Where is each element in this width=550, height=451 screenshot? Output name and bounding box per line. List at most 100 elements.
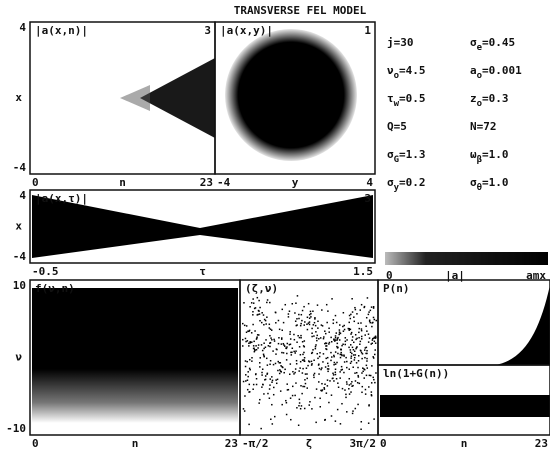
dot: [313, 335, 315, 337]
dot: [284, 345, 286, 347]
dot: [248, 383, 251, 386]
dot: [245, 325, 248, 327]
dot: [251, 357, 253, 359]
dot: [361, 353, 364, 355]
dot: [369, 321, 372, 324]
dot: [271, 376, 273, 378]
colorbar-min: 0: [386, 269, 393, 282]
dot: [263, 355, 265, 358]
dot: [264, 319, 267, 322]
parameter-sub: β: [477, 155, 482, 165]
parameter: Q=5: [387, 120, 407, 133]
dot: [266, 299, 269, 301]
dot: [373, 318, 376, 321]
dot: [263, 354, 265, 357]
dot: [347, 327, 350, 330]
dot: [369, 309, 372, 312]
dot: [334, 314, 337, 317]
dot: [334, 336, 337, 339]
panel-label: (ζ,ν): [245, 282, 278, 295]
dot: [357, 403, 359, 406]
parameter-value: =0.2: [399, 176, 426, 189]
dot: [278, 328, 281, 331]
dot: [375, 372, 377, 374]
dot: [264, 379, 266, 381]
parameter-symbol: σ: [470, 36, 477, 49]
dot: [244, 365, 247, 368]
dot: [285, 347, 288, 350]
dot: [334, 351, 337, 353]
dot: [285, 359, 288, 361]
dot: [321, 309, 323, 311]
dot: [324, 342, 326, 345]
dot: [375, 336, 377, 339]
dot: [365, 325, 367, 328]
dot: [253, 349, 256, 351]
dot: [358, 331, 360, 334]
dot: [354, 306, 356, 309]
dot: [252, 310, 254, 313]
y-top: 4: [19, 21, 26, 34]
y-top: 10: [13, 279, 26, 292]
dot: [322, 353, 325, 355]
dot: [363, 368, 366, 371]
dot: [306, 377, 308, 380]
dot: [252, 314, 254, 316]
dot: [353, 350, 356, 352]
dot: [300, 385, 302, 387]
dot: [354, 372, 356, 374]
dot: [302, 353, 304, 356]
x-right: 23: [225, 437, 238, 450]
dot: [252, 388, 254, 390]
dot: [360, 351, 363, 354]
dot: [372, 356, 374, 358]
panel-label: ln(1+G(n)): [383, 367, 449, 380]
dot: [332, 372, 334, 375]
dot: [282, 352, 285, 354]
dot: [319, 397, 321, 400]
parameter-value: =1.0: [482, 176, 509, 189]
parameter-sub: o: [477, 71, 482, 81]
dot: [298, 313, 300, 316]
dot: [244, 337, 247, 340]
x-left: -4: [217, 176, 231, 189]
dot: [355, 346, 358, 349]
dot: [354, 308, 357, 311]
dot: [283, 371, 285, 374]
dot: [256, 334, 259, 336]
dot: [366, 349, 368, 352]
dot: [289, 397, 292, 399]
dot: [360, 303, 363, 306]
dot: [368, 320, 371, 322]
dot: [298, 336, 301, 339]
parameter-value: =0.5: [399, 92, 426, 105]
dot: [286, 346, 288, 348]
panel-corner: 1: [364, 24, 371, 37]
dot: [275, 353, 277, 355]
dot: [269, 341, 272, 344]
dot: [338, 329, 341, 331]
dot: [350, 355, 353, 357]
dot: [296, 318, 298, 320]
dot: [277, 342, 280, 345]
dot: [321, 390, 323, 392]
dot: [292, 370, 294, 373]
dot: [357, 355, 360, 357]
dot: [334, 373, 337, 376]
parameter: zo=0.3: [470, 92, 509, 109]
dot: [303, 340, 306, 342]
panel-frame: [29, 189, 376, 264]
dot: [333, 339, 335, 341]
dot: [330, 340, 333, 343]
dot: [258, 402, 260, 404]
dot: [372, 306, 375, 308]
dot: [262, 353, 265, 356]
dot: [328, 341, 331, 344]
parameter: N=72: [470, 120, 497, 133]
dot: [368, 404, 370, 406]
dot: [367, 313, 370, 316]
dot: [281, 337, 283, 339]
parameter-sub: o: [394, 71, 399, 81]
dot: [344, 340, 347, 343]
panel-frame: [214, 21, 376, 175]
